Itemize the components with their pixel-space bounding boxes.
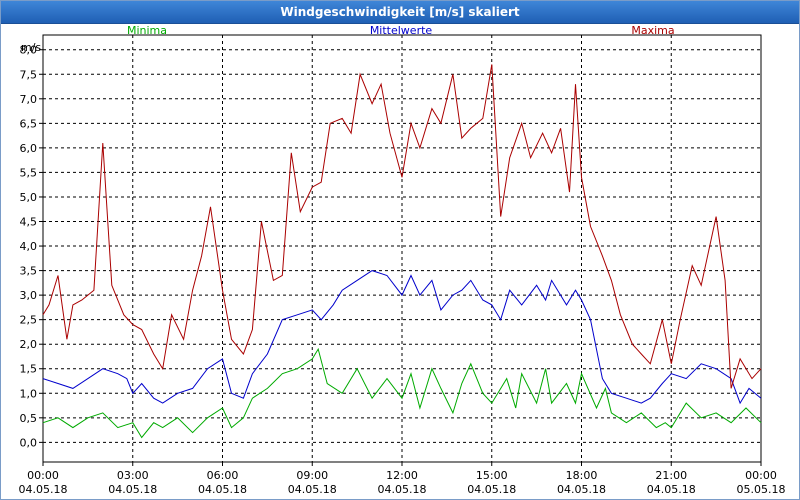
series-line-minima bbox=[42, 347, 762, 439]
x-tick-date: 04.05.18 bbox=[288, 483, 337, 496]
x-tick-date: 05.05.18 bbox=[737, 483, 786, 496]
y-tick-label: 2,0 bbox=[20, 338, 38, 351]
window-title: Windgeschwindigkeit [m/s] skaliert bbox=[1, 1, 799, 24]
y-tick-label: 0,5 bbox=[20, 412, 38, 425]
y-tick-label: 4,0 bbox=[20, 240, 38, 253]
y-axis: 0,0 0,5 1,0 1,5 2,0 2,5 3,0 3,5 4,0 4,5 5,0 5,5 6,0 6… bbox=[20, 44, 43, 449]
y-tick-label: 2,5 bbox=[20, 314, 38, 327]
x-tick-time: 00:00 bbox=[745, 469, 777, 482]
x-tick-date: 04.05.18 bbox=[19, 483, 68, 496]
series-line-maxima bbox=[42, 64, 762, 389]
wind-speed-chart: 0,0 0,5 1,0 1,5 2,0 2,5 3,0 3,5 4,0 4,5 5,0 5,5 6,0 6… bbox=[1, 24, 799, 499]
legend-item-minima: Minima bbox=[127, 24, 167, 37]
x-tick-date: 04.05.18 bbox=[467, 483, 516, 496]
y-axis-unit: m/s bbox=[21, 41, 41, 54]
y-tick-label: 6,5 bbox=[20, 117, 38, 130]
y-tick-label: 7,0 bbox=[20, 93, 38, 106]
y-tick-label: 5,5 bbox=[20, 166, 38, 179]
y-tick-label: 4,5 bbox=[20, 216, 38, 229]
legend-item-mittelwerte: Mittelwerte bbox=[370, 24, 433, 37]
y-tick-label: 1,5 bbox=[20, 363, 38, 376]
x-tick-date: 04.05.18 bbox=[557, 483, 606, 496]
y-tick-label: 3,5 bbox=[20, 265, 38, 278]
series-line-mittelwerte bbox=[42, 270, 762, 405]
y-tick-label: 6,0 bbox=[20, 142, 38, 155]
x-tick-time: 21:00 bbox=[655, 469, 687, 482]
legend-item-maxima: Maxima bbox=[631, 24, 674, 37]
x-tick-date: 04.05.18 bbox=[647, 483, 696, 496]
x-tick-time: 09:00 bbox=[296, 469, 328, 482]
y-tick-label: 5,0 bbox=[20, 191, 38, 204]
x-tick-time: 18:00 bbox=[566, 469, 598, 482]
x-tick-time: 12:00 bbox=[386, 469, 418, 482]
y-tick-label: 7,5 bbox=[20, 68, 38, 81]
x-tick-date: 04.05.18 bbox=[378, 483, 427, 496]
x-tick-date: 04.05.18 bbox=[198, 483, 247, 496]
x-axis: 00:0004.05.1803:0004.05.1806:0004.05.180… bbox=[19, 462, 786, 496]
x-tick-time: 00:00 bbox=[27, 469, 59, 482]
x-tick-time: 15:00 bbox=[476, 469, 508, 482]
legend: Minima Mittelwerte Maxima bbox=[127, 24, 675, 37]
series-layer bbox=[42, 64, 762, 439]
y-tick-label: 0,0 bbox=[20, 436, 38, 449]
x-tick-time: 06:00 bbox=[207, 469, 239, 482]
y-tick-label: 1,0 bbox=[20, 387, 38, 400]
x-tick-time: 03:00 bbox=[117, 469, 149, 482]
x-tick-date: 04.05.18 bbox=[108, 483, 157, 496]
y-tick-label: 8,0 bbox=[20, 44, 38, 57]
y-tick-label: 3,0 bbox=[20, 289, 38, 302]
